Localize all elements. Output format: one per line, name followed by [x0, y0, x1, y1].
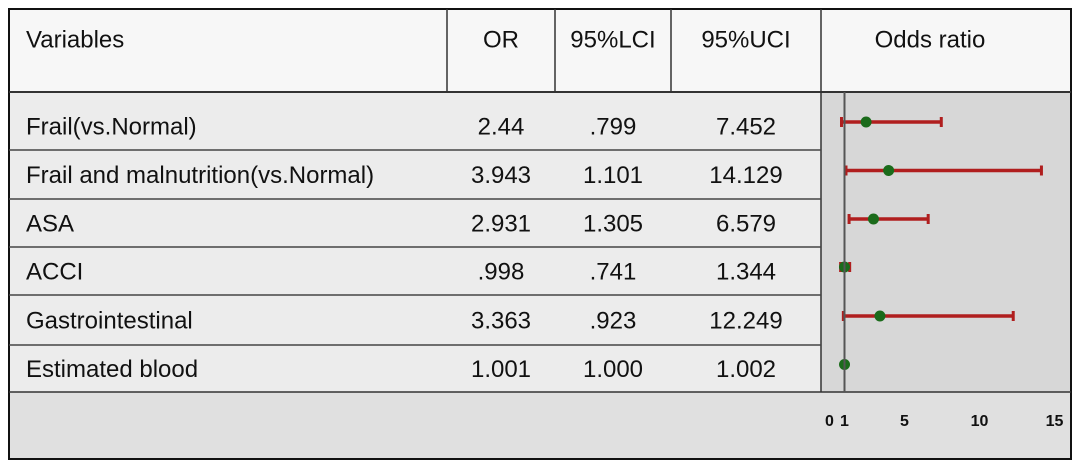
- value-cell: 2.44: [478, 113, 525, 140]
- column-header: Variables: [26, 26, 124, 53]
- variable-label: ACCI: [26, 258, 83, 285]
- value-cell: 1.001: [471, 356, 531, 383]
- variable-label: Frail and malnutrition(vs.Normal): [26, 162, 374, 189]
- column-header: OR: [483, 26, 519, 53]
- footer-band: [10, 392, 1070, 458]
- variable-label: ASA: [26, 210, 74, 237]
- value-cell: 1.000: [583, 356, 643, 383]
- value-cell: 1.305: [583, 210, 643, 237]
- x-tick-label: 5: [900, 413, 909, 430]
- header-band: [10, 10, 1070, 92]
- plot-area: [821, 93, 1070, 392]
- or-point: [867, 213, 879, 225]
- column-header: 95%LCI: [570, 26, 655, 53]
- or-point: [883, 165, 895, 176]
- value-cell: 6.579: [716, 210, 776, 237]
- column-header: Odds ratio: [875, 26, 986, 53]
- value-cell: 14.129: [709, 162, 782, 189]
- variable-label: Gastrointestinal: [26, 307, 193, 334]
- x-tick-label: 0: [825, 413, 834, 430]
- value-cell: 12.249: [709, 307, 782, 334]
- value-cell: 2.931: [471, 210, 531, 237]
- x-tick-label: 1: [840, 413, 849, 430]
- value-cell: 7.452: [716, 113, 776, 140]
- variable-label: Frail(vs.Normal): [26, 113, 197, 140]
- value-cell: .923: [590, 307, 637, 334]
- value-cell: .799: [590, 113, 637, 140]
- value-cell: 1.101: [583, 162, 643, 189]
- value-cell: 3.363: [471, 307, 531, 334]
- x-tick-label: 10: [971, 413, 989, 430]
- value-cell: 3.943: [471, 162, 531, 189]
- column-header: 95%UCI: [701, 26, 790, 53]
- or-point: [874, 310, 886, 322]
- or-point: [860, 116, 872, 128]
- value-cell: .998: [478, 258, 525, 285]
- value-cell: 1.002: [716, 356, 776, 383]
- value-cell: .741: [590, 258, 637, 285]
- variable-label: Estimated blood: [26, 356, 198, 383]
- x-tick-label: 15: [1046, 413, 1064, 430]
- value-cell: 1.344: [716, 258, 776, 285]
